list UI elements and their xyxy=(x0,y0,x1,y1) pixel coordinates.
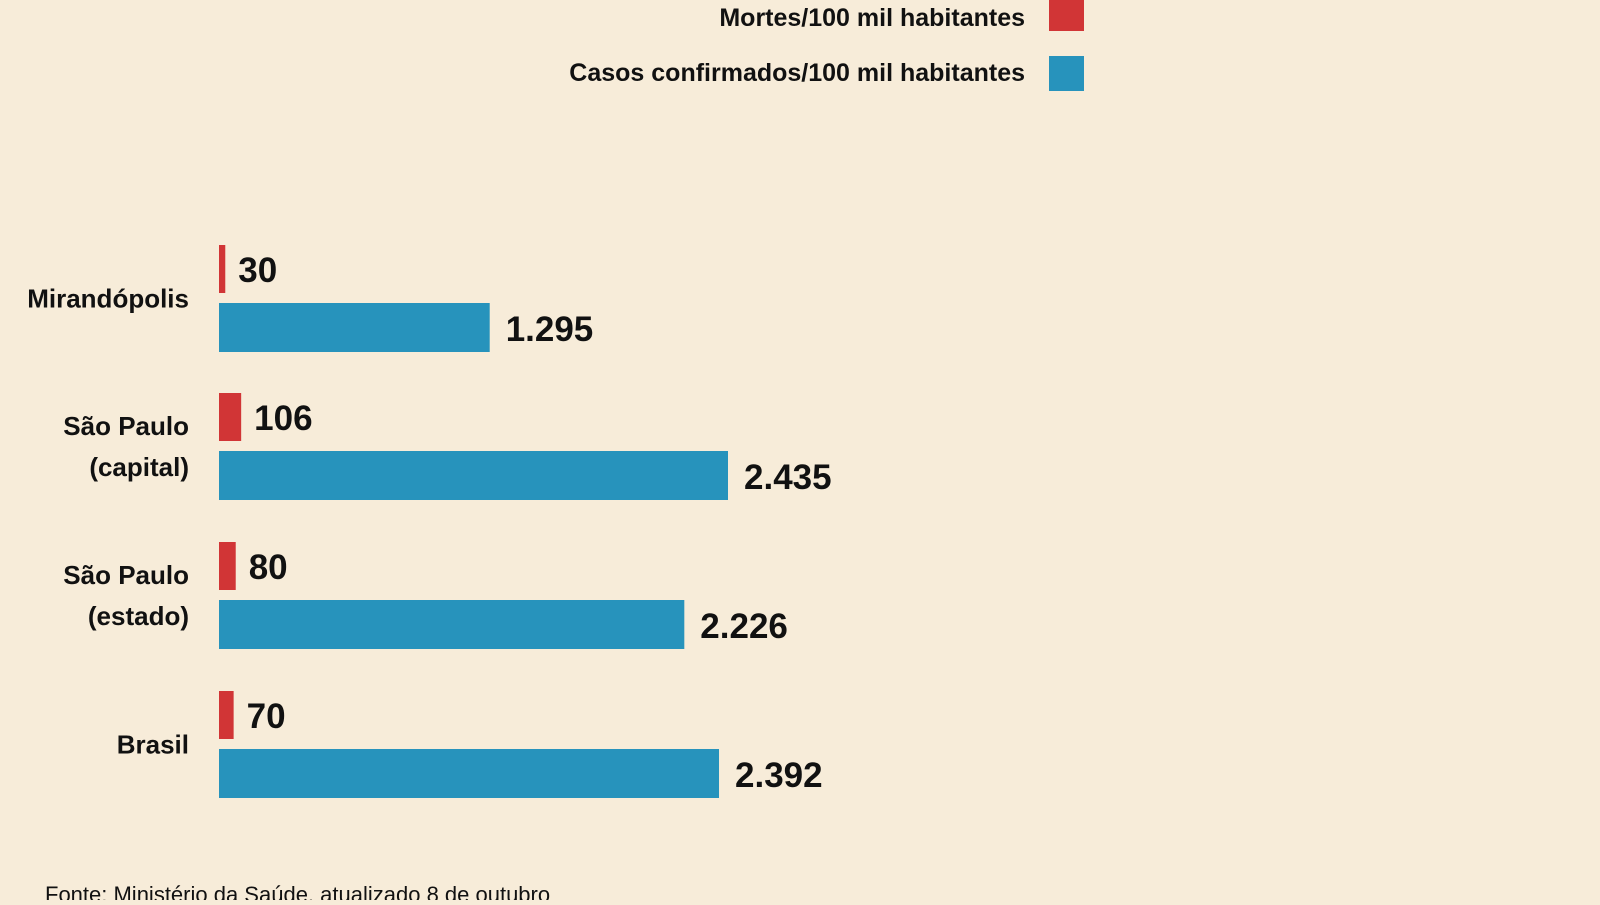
value-label-cases: 1.295 xyxy=(506,310,594,349)
value-label-cases: 2.435 xyxy=(744,458,832,497)
category-labels: Mirandópolis São Paulo (capital) São Paulo(… xyxy=(27,284,189,760)
bar-cases xyxy=(219,303,490,352)
legend-label-deaths: Mortes/100 mil habitantes xyxy=(719,4,1025,32)
bar-cases xyxy=(219,749,720,798)
legend-label-cases: Casos confirmados/100 mil habitantes xyxy=(569,59,1025,87)
bar-deaths xyxy=(219,691,234,739)
value-label-deaths: 70 xyxy=(247,697,286,736)
category-label: Mirandópolis xyxy=(27,284,189,314)
value-label-cases: 2.226 xyxy=(700,607,788,646)
legend: Mortes/100 mil habitantes Casos confirmad… xyxy=(569,0,1084,91)
value-label-cases: 2.392 xyxy=(735,756,823,795)
value-label-deaths: 30 xyxy=(238,251,277,290)
bar-cases xyxy=(219,600,685,649)
legend-swatch-cases xyxy=(1049,56,1084,91)
value-labels: 30 1.295 106 2.435 80 2.226 70 2.392 xyxy=(238,251,831,795)
bars xyxy=(219,245,728,798)
value-label-deaths: 106 xyxy=(254,399,312,438)
bar-deaths xyxy=(219,542,236,590)
legend-swatch-deaths xyxy=(1049,0,1084,31)
bar-deaths xyxy=(219,245,226,293)
category-label: Brasil xyxy=(117,730,189,760)
bar-deaths xyxy=(219,393,242,441)
category-label: São Paulo (capital) xyxy=(63,411,189,482)
source-note: Fonte: Ministério da Saúde, atualizado 8… xyxy=(45,882,550,900)
value-label-deaths: 80 xyxy=(249,548,288,587)
category-label: São Paulo (estado) xyxy=(63,560,189,631)
bar-cases xyxy=(219,451,728,500)
